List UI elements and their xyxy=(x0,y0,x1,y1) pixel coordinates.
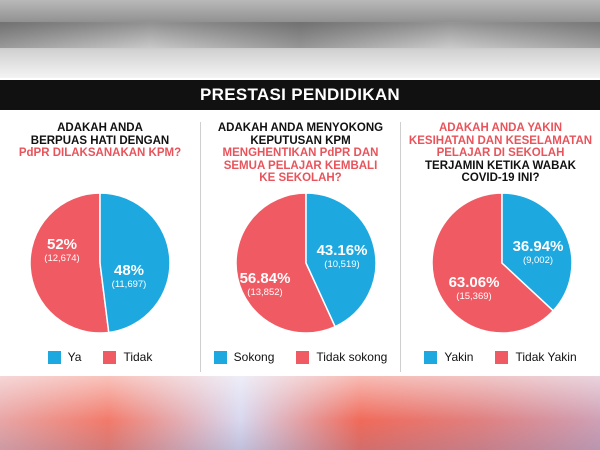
blurred-background-top xyxy=(0,0,600,78)
slice-label-red: 63.06% (15,369) xyxy=(441,274,507,302)
pie-slice-red xyxy=(235,192,337,334)
legend-label: Tidak Yakin xyxy=(515,350,577,364)
pie-slice-red xyxy=(431,192,555,334)
legend-swatch xyxy=(296,350,310,364)
question-line-highlight: ADAKAH ANDA YAKIN xyxy=(438,122,563,134)
chart-question: ADAKAH ANDA MENYOKONG KEPUTUSAN KPM MENG… xyxy=(201,122,400,185)
banner-title: PRESTASI PENDIDIKAN xyxy=(0,80,600,110)
legend-label: Sokong xyxy=(233,350,275,364)
question-line: ADAKAH ANDA xyxy=(57,122,143,134)
pie-chart xyxy=(431,192,573,334)
legend-item: Tidak xyxy=(103,350,152,364)
pie-slice-blue xyxy=(501,192,573,312)
chart-panel-1: ADAKAH ANDA BERPUAS HATI DENGAN PdPR DIL… xyxy=(0,114,200,376)
slice-count: (13,852) xyxy=(247,287,283,298)
pie-slice-blue xyxy=(99,192,171,334)
question-line: ADAKAH ANDA MENYOKONG xyxy=(217,122,384,134)
slice-percent: 63.06% xyxy=(448,274,500,291)
question-line: TERJAMIN KETIKA WABAK xyxy=(425,159,576,172)
slice-label-blue: 48% (11,697) xyxy=(98,262,160,290)
question-line-highlight: MENGHENTIKAN PdPR DAN xyxy=(222,147,379,159)
legend-label: Tidak xyxy=(123,350,153,364)
slice-label-blue: 43.16% (10,519) xyxy=(309,242,375,270)
legend-item: Tidak sokong xyxy=(296,350,387,364)
question-line-highlight: PELAJAR DI SEKOLAH xyxy=(436,147,565,159)
panel-divider xyxy=(400,122,401,372)
question-line: BERPUAS HATI DENGAN xyxy=(30,134,170,147)
slice-percent: 56.84% xyxy=(239,270,291,287)
chart-question: ADAKAH ANDA YAKIN KESIHATAN DAN KESELAMA… xyxy=(401,122,600,185)
question-line: COVID-19 INI? xyxy=(461,172,540,184)
question-line-highlight: SEMUA PELAJAR KEMBALI xyxy=(223,159,378,172)
panel-divider xyxy=(200,122,201,372)
slice-percent: 48% xyxy=(113,262,145,279)
legend-swatch xyxy=(495,350,509,364)
slice-percent: 36.94% xyxy=(512,238,564,255)
legend: Yakin Tidak Yakin xyxy=(401,350,600,364)
legend: Sokong Tidak sokong xyxy=(201,350,400,364)
legend-item: Tidak Yakin xyxy=(495,350,577,364)
legend-swatch xyxy=(213,350,227,364)
legend-swatch xyxy=(47,350,61,364)
pie-slice-red xyxy=(29,192,110,334)
slice-count: (12,674) xyxy=(44,253,80,264)
legend-swatch xyxy=(103,350,117,364)
question-line-highlight: KE SEKOLAH? xyxy=(259,172,342,184)
slice-percent: 43.16% xyxy=(316,242,368,259)
pie-slice-blue xyxy=(305,192,377,328)
slice-count: (9,002) xyxy=(522,255,554,266)
question-line: KEPUTUSAN KPM xyxy=(250,134,351,147)
slice-percent: 52% xyxy=(46,236,78,253)
legend-label: Ya xyxy=(67,350,82,364)
legend-item: Yakin xyxy=(424,350,473,364)
slice-count: (10,519) xyxy=(324,259,360,270)
legend: Ya Tidak xyxy=(0,350,200,364)
chart-panel-2: ADAKAH ANDA MENYOKONG KEPUTUSAN KPM MENG… xyxy=(201,114,400,376)
slice-count: (15,369) xyxy=(456,291,492,302)
slice-label-red: 52% (12,674) xyxy=(30,236,94,264)
question-line-highlight: KESIHATAN DAN KESELAMATAN xyxy=(408,134,593,147)
question-line-highlight: PdPR DILAKSANAKAN KPM? xyxy=(18,147,182,159)
chart-question: ADAKAH ANDA BERPUAS HATI DENGAN PdPR DIL… xyxy=(0,122,200,160)
legend-swatch xyxy=(424,350,438,364)
pie-chart xyxy=(235,192,377,334)
blurred-background-bottom xyxy=(0,376,600,450)
slice-label-red: 56.84% (13,852) xyxy=(231,270,299,298)
legend-label: Yakin xyxy=(444,350,474,364)
legend-label: Tidak sokong xyxy=(316,350,388,364)
slice-label-blue: 36.94% (9,002) xyxy=(505,238,571,266)
legend-item: Sokong xyxy=(213,350,275,364)
pie-chart xyxy=(29,192,171,334)
legend-item: Ya xyxy=(47,350,82,364)
slice-count: (11,697) xyxy=(111,279,147,290)
chart-panel-3: ADAKAH ANDA YAKIN KESIHATAN DAN KESELAMA… xyxy=(401,114,600,376)
